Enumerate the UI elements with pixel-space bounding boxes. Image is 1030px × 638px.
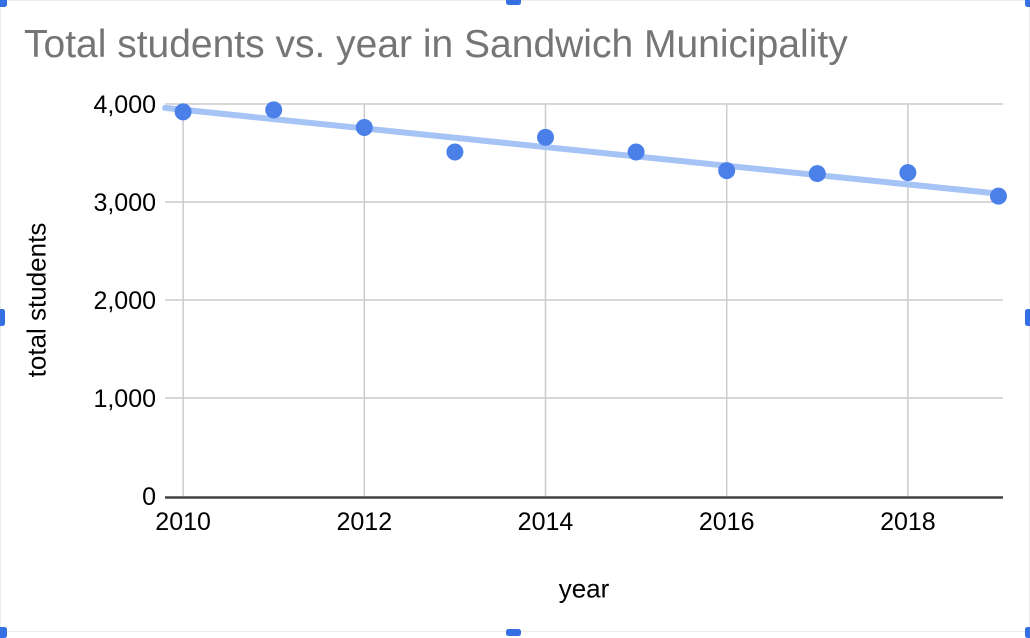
selection-handle-middle-right[interactable] bbox=[1025, 309, 1030, 326]
data-point[interactable] bbox=[899, 164, 916, 181]
selection-handle-bottom-left[interactable] bbox=[0, 627, 7, 638]
selection-handle-top-right[interactable] bbox=[1025, 0, 1030, 7]
y-tick-label: 1,000 bbox=[93, 385, 156, 413]
data-point[interactable] bbox=[809, 165, 826, 182]
x-axis-title: year bbox=[559, 574, 610, 605]
y-axis-title: total students bbox=[22, 223, 53, 378]
x-tick-label: 2016 bbox=[699, 508, 755, 536]
selection-handle-top-center[interactable] bbox=[506, 0, 521, 5]
selection-handle-bottom-right[interactable] bbox=[1025, 627, 1030, 638]
data-point[interactable] bbox=[356, 119, 373, 136]
x-tick-label: 2018 bbox=[880, 508, 936, 536]
x-tick-label: 2012 bbox=[336, 508, 392, 536]
y-tick-label: 2,000 bbox=[93, 287, 156, 315]
x-tick-label: 2014 bbox=[518, 508, 574, 536]
data-point[interactable] bbox=[990, 188, 1007, 205]
y-tick-label: 0 bbox=[142, 483, 156, 511]
data-point[interactable] bbox=[265, 101, 282, 118]
selection-handle-top-left[interactable] bbox=[0, 0, 7, 7]
data-point[interactable] bbox=[175, 103, 192, 120]
data-point[interactable] bbox=[446, 144, 463, 161]
selection-handle-bottom-center[interactable] bbox=[506, 629, 521, 636]
x-tick-label: 2010 bbox=[155, 508, 211, 536]
y-tick-label: 3,000 bbox=[93, 189, 156, 217]
trendline bbox=[165, 108, 1003, 194]
selection-handle-middle-left[interactable] bbox=[0, 309, 5, 326]
data-point[interactable] bbox=[718, 162, 735, 179]
y-tick-label: 4,000 bbox=[93, 91, 156, 119]
data-point[interactable] bbox=[628, 144, 645, 161]
data-point[interactable] bbox=[537, 129, 554, 146]
